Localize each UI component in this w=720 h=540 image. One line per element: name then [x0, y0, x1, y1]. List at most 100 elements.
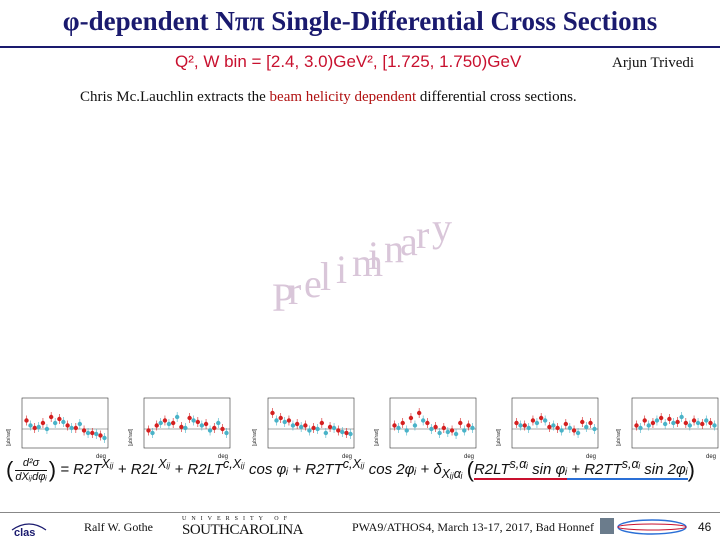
clas-logo: clas — [11, 523, 47, 538]
data-point — [675, 419, 680, 425]
watermark-letter: r — [288, 268, 302, 313]
data-point — [323, 430, 329, 436]
formula-close-paren-2: ) — [687, 457, 695, 483]
data-point — [270, 410, 275, 416]
data-point — [315, 426, 320, 432]
watermark-letter: e — [304, 261, 322, 306]
watermark-letter: y — [432, 205, 452, 250]
y-axis-label: [μb/rad] — [496, 428, 502, 446]
data-point — [567, 425, 573, 431]
usc-logo: UNIVERSITY OF SOUTHCAROLINA — [182, 516, 307, 538]
data-point — [420, 418, 426, 423]
formula-fraction: d²σ dXᵢⱼdφᵢ — [15, 457, 47, 484]
data-point — [336, 428, 341, 433]
data-point — [441, 425, 447, 431]
data-point — [278, 415, 283, 421]
footer-conference: PWA9/ATHOS4, March 13-17, 2017, Bad Honn… — [352, 520, 594, 534]
x-axis-label: deg — [706, 454, 716, 460]
data-point — [429, 426, 434, 432]
data-point — [77, 421, 83, 427]
data-point — [191, 418, 196, 423]
data-point — [98, 433, 103, 438]
usc-logo-big-text: SOUTHCAROLINA — [182, 522, 304, 538]
data-point — [679, 414, 684, 420]
data-point — [650, 420, 656, 426]
data-point — [216, 420, 221, 426]
chart-panel: [μb/rad] deg — [372, 392, 482, 472]
data-point — [437, 430, 442, 436]
data-point — [319, 420, 325, 426]
plot-frame — [143, 397, 231, 449]
data-point — [52, 420, 58, 426]
data-point — [170, 420, 176, 426]
data-point — [102, 435, 107, 441]
data-point — [416, 410, 422, 416]
data-point — [658, 415, 664, 421]
chart-svg: [μb/rad] deg — [374, 397, 477, 460]
jlab-logo — [600, 518, 687, 535]
data-point — [514, 420, 519, 426]
footer-divider — [0, 512, 720, 513]
cross-section-formula: (d²σ dXᵢⱼdφᵢ) = R2TXᵢⱼ + R2LXᵢⱼ + R2LTc,X… — [6, 456, 720, 496]
data-point — [298, 424, 304, 430]
data-point — [311, 425, 316, 431]
data-point — [400, 420, 405, 426]
data-point — [212, 425, 217, 431]
formula-sup: s,αᵢ — [509, 457, 528, 471]
x-axis-label: deg — [218, 454, 228, 460]
data-point — [542, 418, 548, 423]
data-point — [344, 430, 349, 436]
watermark-letter: i — [336, 247, 348, 292]
formula-term: R2LT — [473, 461, 510, 478]
data-point — [94, 431, 99, 437]
data-point — [671, 420, 676, 426]
data-point — [187, 415, 192, 421]
data-point — [166, 421, 172, 427]
data-point — [708, 420, 713, 426]
data-point — [274, 418, 279, 423]
data-point — [69, 425, 74, 431]
data-point — [691, 418, 697, 423]
slide-title: φ-dependent Nππ Single-Differential Cros… — [62, 6, 658, 36]
data-point — [340, 429, 345, 435]
data-point — [667, 416, 672, 422]
subtitle-highlight: beam helicity dependent — [269, 89, 417, 105]
x-axis-label: deg — [464, 454, 474, 460]
watermark-letter: n — [384, 226, 404, 271]
data-point — [154, 423, 159, 428]
chart-panel: [μb/rad] deg — [126, 392, 236, 472]
formula-open-paren-2: ( — [466, 457, 474, 483]
chart-svg: [μb/rad] deg — [496, 397, 599, 460]
data-point — [563, 421, 569, 427]
data-point — [445, 429, 451, 435]
data-point — [294, 421, 300, 427]
formula-open-paren: ( — [6, 457, 14, 483]
data-point — [575, 430, 581, 436]
y-axis-label: [μb/rad] — [128, 428, 134, 446]
chart-panel: [μb/rad] deg — [614, 392, 720, 472]
data-point — [199, 423, 205, 428]
data-point — [146, 428, 151, 433]
clas-logo-arc — [11, 523, 47, 531]
data-point — [559, 428, 564, 433]
formula-denominator: dXᵢⱼdφᵢ — [15, 470, 47, 483]
formula-term: sin φᵢ — [527, 461, 568, 478]
page-number: 46 — [698, 520, 712, 534]
data-point — [538, 415, 544, 421]
data-point — [458, 420, 463, 426]
plot-frame — [389, 397, 477, 449]
formula-sup: Xᵢⱼ — [158, 457, 171, 471]
y-axis-label: [μb/rad] — [374, 428, 380, 446]
data-point — [61, 419, 66, 425]
data-point — [518, 423, 523, 428]
data-point — [588, 420, 593, 426]
data-point — [646, 423, 651, 428]
data-point — [150, 430, 155, 436]
data-point — [462, 428, 467, 433]
plot-frame — [631, 397, 719, 449]
data-point — [73, 425, 79, 431]
data-point — [662, 421, 668, 427]
data-point — [290, 423, 296, 428]
formula-numerator: d²σ — [15, 457, 47, 471]
data-point — [327, 424, 333, 430]
